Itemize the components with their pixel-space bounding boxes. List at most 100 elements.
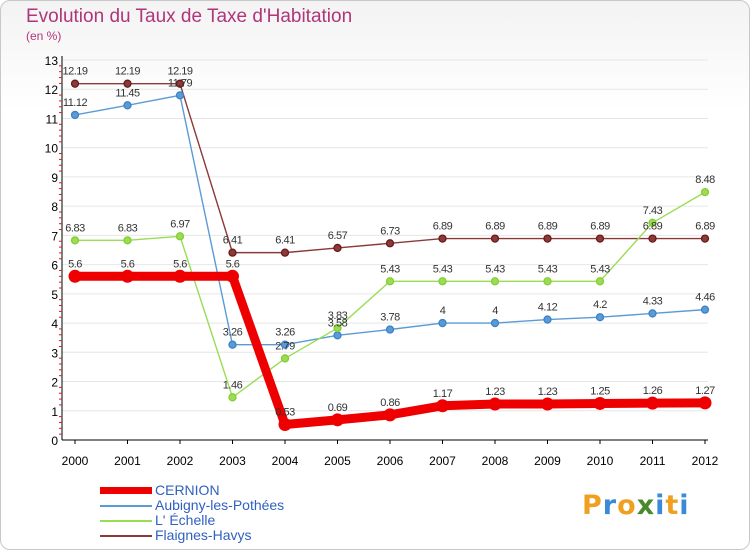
data-label: 5.6 (173, 258, 187, 270)
data-point (488, 397, 502, 411)
data-point (228, 393, 237, 402)
data-label: 5.6 (68, 258, 82, 270)
x-tick-label: 2011 (640, 454, 666, 468)
data-point (280, 248, 290, 257)
data-label: 5.43 (433, 263, 453, 275)
data-label: 6.89 (695, 221, 715, 233)
data-point (595, 277, 605, 286)
data-point (648, 234, 657, 243)
y-tick-label: 10 (45, 142, 59, 156)
data-label: 5.6 (121, 258, 135, 270)
data-label: 4.46 (695, 292, 715, 304)
data-label: 4.2 (593, 299, 607, 311)
data-point (438, 318, 447, 328)
x-tick-label: 2012 (692, 454, 719, 468)
data-point (543, 315, 552, 324)
legend-swatch-flaignes (100, 535, 152, 537)
y-tick-label: 4 (51, 317, 58, 331)
data-point (333, 331, 342, 340)
y-tick-label: 8 (51, 200, 58, 214)
data-point (490, 318, 500, 328)
data-point (543, 277, 552, 286)
logo-letter: P (582, 490, 603, 521)
logo-letter: t (665, 490, 680, 521)
legend-label-aubigny: Aubigny-les-Pothées (155, 497, 285, 513)
x-tick-label: 2005 (324, 454, 351, 468)
data-point (541, 397, 554, 411)
data-point (68, 269, 82, 283)
data-point (385, 325, 395, 334)
data-label: 3.58 (328, 317, 348, 329)
data-point (333, 243, 342, 253)
y-tick-label: 0 (51, 434, 58, 448)
data-label: 12.19 (115, 66, 140, 78)
legend-label-echelle: L' Échelle (155, 512, 216, 528)
data-label: 6.89 (538, 221, 558, 233)
data-point (333, 323, 342, 333)
data-point (173, 269, 187, 283)
y-tick-label: 13 (45, 54, 59, 68)
data-point (175, 79, 185, 88)
data-label: 3.26 (223, 327, 243, 339)
data-label: 3.26 (275, 327, 295, 339)
data-point (70, 79, 80, 88)
x-tick-label: 2002 (167, 454, 194, 468)
data-label: 5.6 (226, 258, 240, 270)
data-label: 1.27 (695, 385, 715, 397)
data-point (595, 313, 605, 322)
data-point (278, 418, 292, 432)
x-tick-label: 2010 (587, 454, 614, 468)
y-tick-label: 1 (51, 405, 58, 419)
logo-letter: r (602, 490, 618, 521)
data-point (383, 408, 397, 422)
data-label: 6.83 (118, 222, 138, 234)
data-label: 11.45 (115, 87, 140, 99)
data-point (700, 187, 710, 197)
chart-subtitle: (en %) (26, 29, 62, 43)
data-point (700, 305, 710, 314)
data-label: 4.12 (538, 302, 558, 314)
data-label: 11.79 (168, 77, 193, 89)
data-label: 5.43 (538, 263, 558, 275)
data-point (280, 354, 290, 363)
data-point (331, 413, 344, 427)
y-tick-label: 5 (51, 288, 58, 302)
x-tick-label: 2009 (534, 454, 561, 468)
data-point (698, 396, 712, 410)
data-label: 1.23 (485, 386, 505, 398)
data-point (123, 101, 132, 110)
x-tick-label: 2008 (482, 454, 509, 468)
data-label: 2.79 (275, 340, 295, 352)
data-point (280, 340, 290, 349)
data-point (490, 277, 500, 286)
y-tick-label: 2 (51, 376, 58, 390)
x-tick-label: 2000 (62, 454, 89, 468)
data-point (175, 232, 185, 241)
data-point (436, 399, 449, 413)
data-label: 6.89 (590, 221, 610, 233)
legend-swatch-aubigny (100, 505, 152, 507)
logo-letter: o (617, 490, 637, 521)
data-label: 3.83 (328, 310, 348, 322)
data-label: 4 (440, 305, 446, 317)
x-tick-label: 2003 (219, 454, 246, 468)
legend-label-flaignes: Flaignes-Havys (155, 527, 252, 543)
x-tick-label: 2006 (377, 454, 404, 468)
data-label: 6.83 (65, 222, 85, 234)
legend-label-cernion: CERNION (155, 482, 220, 498)
data-label: 1.26 (643, 385, 663, 397)
y-tick-label: 6 (51, 259, 58, 273)
data-point (543, 234, 552, 243)
data-point (228, 248, 237, 257)
data-label: 4.33 (643, 295, 663, 307)
data-label: 1.46 (223, 379, 243, 391)
x-tick-label: 2007 (429, 454, 456, 468)
data-point (648, 309, 657, 318)
data-label: 8.48 (695, 174, 715, 186)
data-point (123, 79, 132, 88)
logo-letter: x (636, 490, 656, 521)
data-point (490, 234, 500, 243)
data-label: 1.17 (433, 388, 453, 400)
data-point (438, 234, 447, 243)
y-tick-label: 7 (51, 229, 58, 243)
